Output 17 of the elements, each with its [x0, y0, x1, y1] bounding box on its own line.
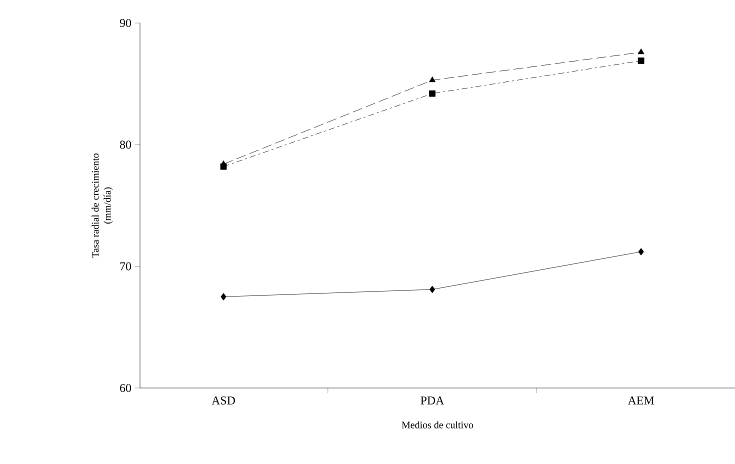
point [220, 293, 226, 300]
point [220, 160, 227, 166]
x-tick-label: AEM [628, 396, 654, 404]
x-axis-title: Medios de cultivo [402, 421, 474, 428]
point [638, 58, 644, 64]
x-tick-label: PDA [420, 396, 444, 404]
y-tick-label: 80 [120, 140, 132, 149]
x-tick-label: ASD [212, 396, 235, 405]
y-tick-label: 60 [120, 384, 132, 392]
point [638, 48, 644, 54]
y-tick-label: 70 [120, 262, 132, 270]
point [429, 90, 436, 97]
point [638, 248, 644, 256]
point [429, 286, 436, 294]
y-axis-title: Tasa radial de crecimiento (mm/día) [92, 154, 113, 258]
y-tick-label: 90 [120, 18, 132, 28]
point [429, 76, 436, 82]
